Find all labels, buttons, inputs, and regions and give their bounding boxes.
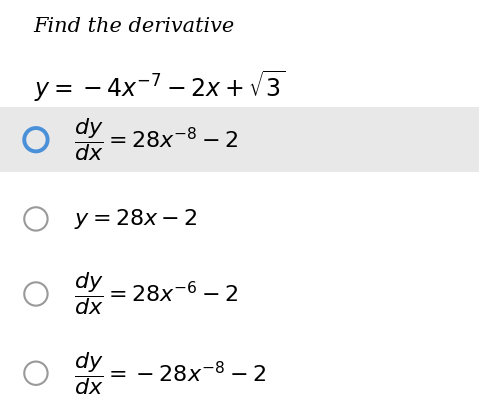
Text: $\dfrac{dy}{dx} = 28x^{-8} - 2$: $\dfrac{dy}{dx} = 28x^{-8} - 2$ (74, 116, 239, 163)
Text: $\dfrac{dy}{dx} = 28x^{-6} - 2$: $\dfrac{dy}{dx} = 28x^{-6} - 2$ (74, 271, 239, 317)
Text: $\dfrac{dy}{dx} = -28x^{-8} - 2$: $\dfrac{dy}{dx} = -28x^{-8} - 2$ (74, 350, 266, 397)
Text: $y = 28x - 2$: $y = 28x - 2$ (74, 207, 198, 231)
FancyBboxPatch shape (0, 108, 479, 172)
Text: $y = -4x^{-7} - 2x + \sqrt{3}$: $y = -4x^{-7} - 2x + \sqrt{3}$ (34, 69, 285, 104)
Text: Find the derivative: Find the derivative (34, 17, 235, 36)
